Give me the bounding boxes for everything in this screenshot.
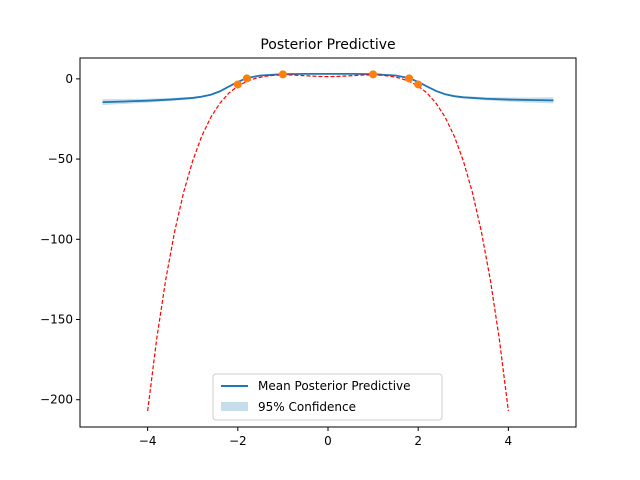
mean-posterior-line: [102, 72, 554, 104]
y-tick-label: −50: [48, 152, 73, 166]
legend: Mean Posterior Predictive 95% Confidence: [212, 373, 443, 421]
observation-point: [414, 80, 423, 89]
observation-point: [233, 80, 242, 89]
y-tick-label: −200: [40, 393, 73, 407]
observation-point: [242, 74, 251, 83]
observation-point: [278, 70, 287, 79]
legend-band-swatch: [221, 402, 248, 411]
x-tick-label: −2: [229, 434, 247, 448]
x-axis: −4 −2 0 2 4: [139, 427, 512, 448]
x-tick-label: 4: [505, 434, 513, 448]
true-function-dashed-line: [147, 74, 509, 412]
x-tick-label: −4: [139, 434, 157, 448]
legend-label-confidence: 95% Confidence: [258, 400, 356, 414]
confidence-band: [102, 73, 554, 106]
legend-label-mean: Mean Posterior Predictive: [258, 379, 411, 393]
observation-point: [405, 74, 414, 83]
chart-title: Posterior Predictive: [260, 37, 395, 53]
x-tick-label: 2: [414, 434, 422, 448]
x-tick-label: 0: [324, 434, 332, 448]
y-tick-label: −100: [40, 232, 73, 246]
y-tick-label: −150: [40, 313, 73, 327]
observation-point: [369, 70, 378, 79]
y-axis: 0 −50 −100 −150 −200: [40, 72, 80, 407]
legend-box: [212, 373, 443, 421]
plot-area: [102, 70, 554, 412]
axes-frame: [79, 57, 577, 428]
y-tick-label: 0: [65, 72, 73, 86]
